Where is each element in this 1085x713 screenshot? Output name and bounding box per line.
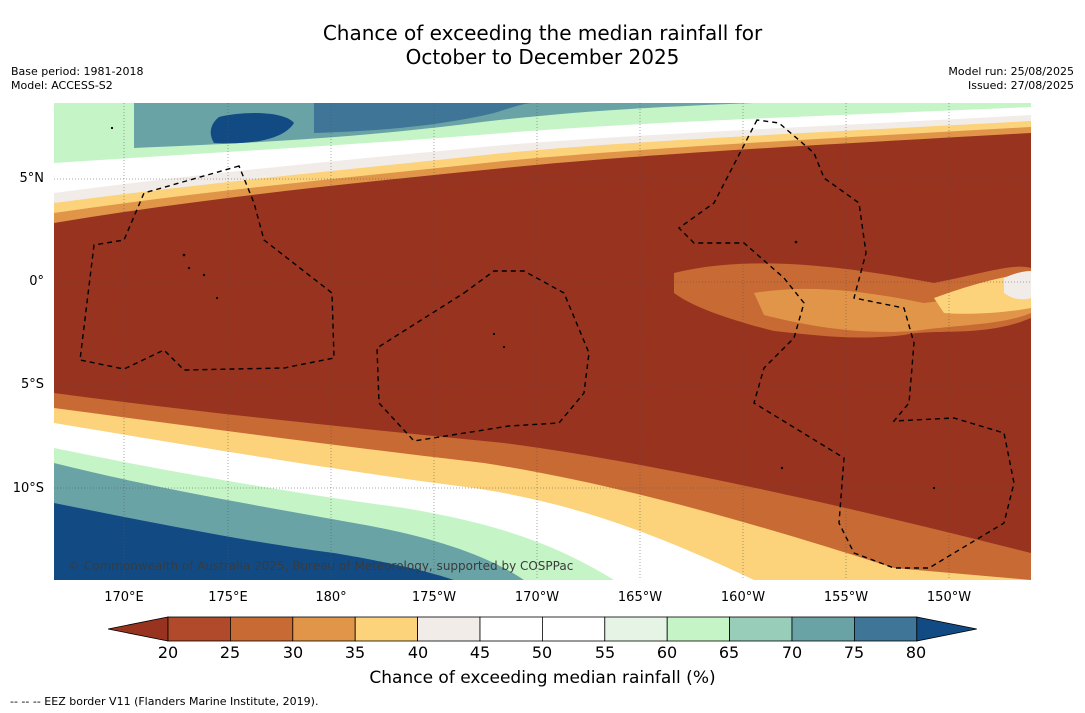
issued-date: Issued: 27/08/2025: [967, 79, 1074, 92]
north-band-teal: [134, 103, 754, 148]
colorbar-segment: [604, 616, 668, 642]
colorbar-segment: [854, 616, 918, 642]
colorbar-tick: 25: [219, 643, 241, 662]
lat-label-10s: 10°S: [12, 481, 44, 496]
colorbar-segment: [729, 616, 793, 642]
colorbar-segment: [791, 616, 855, 642]
map-title: Chance of exceeding the median rainfall …: [0, 21, 1085, 69]
graticule: [54, 103, 1031, 580]
probability-map: [54, 103, 1031, 580]
eez-border-central: [376, 270, 590, 442]
north-band-blue: [210, 113, 294, 144]
lon-label-175w: 175°W: [411, 590, 457, 605]
eez-border-west: [79, 165, 335, 371]
colorbar-segment: [354, 616, 418, 642]
lat-label-5s: 5°S: [20, 377, 44, 392]
colorbar-segment: [167, 616, 231, 642]
map-panel[interactable]: [54, 103, 1031, 580]
islands: [110, 126, 936, 490]
colorbar-segment: [230, 616, 294, 642]
colorbar-label: Chance of exceeding median rainfall (%): [369, 668, 716, 688]
meta-left: Base period: 1981-2018 Model: ACCESS-S2: [11, 65, 143, 93]
lon-label-180: 180°: [315, 590, 347, 605]
lon-label-150w: 150°W: [926, 590, 972, 605]
colorbar-tick: 20: [157, 643, 179, 662]
lon-label-175e: 175°E: [208, 590, 248, 605]
colorbar-tick: 65: [718, 643, 740, 662]
title-line-2: October to December 2025: [405, 45, 680, 69]
south-band-blue: [54, 503, 454, 580]
lon-label-155w: 155°W: [823, 590, 869, 605]
colorbar-tick: 50: [531, 643, 553, 662]
colorbar-segment: [479, 616, 543, 642]
eez-border-east: [677, 119, 1015, 569]
meta-right: Model run: 25/08/2025 Issued: 27/08/2025: [948, 65, 1074, 93]
colorbar-segment: [541, 616, 606, 642]
lon-label-170w: 170°W: [514, 590, 560, 605]
colorbar-segment: [417, 616, 481, 642]
colorbar-segment: [666, 616, 731, 642]
colorbar-tick: 55: [594, 643, 616, 662]
lat-label-5n: 5°N: [19, 171, 45, 186]
lon-label-165w: 165°W: [617, 590, 663, 605]
lon-label-170e: 170°E: [104, 590, 144, 605]
colorbar-tick: 60: [656, 643, 678, 662]
lon-label-160w: 160°W: [720, 590, 766, 605]
model-name: Model: ACCESS-S2: [11, 79, 113, 92]
colorbar-tick: 70: [781, 643, 803, 662]
colorbar-extend-low: [108, 616, 169, 642]
copyright-note: © Commonwealth of Australia 2025, Bureau…: [68, 559, 574, 573]
colorbar-tick: 45: [469, 643, 491, 662]
colorbar-tick: 35: [344, 643, 366, 662]
east-neutral-patch: [1004, 271, 1031, 300]
colorbar-segment: [292, 616, 356, 642]
colorbar: [108, 616, 977, 642]
colorbar-tick: 40: [407, 643, 429, 662]
colorbar-tick: 75: [843, 643, 865, 662]
eez-legend-note: -- -- -- EEZ border V11 (Flanders Marine…: [10, 695, 319, 708]
colorbar-tick: 80: [905, 643, 927, 662]
east-tan-patch: [754, 285, 1031, 332]
title-line-1: Chance of exceeding the median rainfall …: [322, 21, 763, 45]
base-period: Base period: 1981-2018: [11, 65, 144, 78]
eez-borders: [79, 119, 1015, 569]
lat-label-0: 0°: [29, 274, 44, 289]
north-band-steel: [314, 103, 534, 133]
colorbar-tick: 30: [282, 643, 304, 662]
model-run: Model run: 25/08/2025: [948, 65, 1074, 78]
colorbar-extend-high: [916, 616, 977, 642]
